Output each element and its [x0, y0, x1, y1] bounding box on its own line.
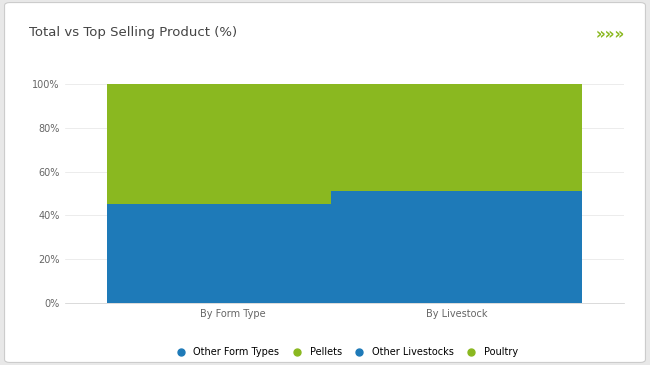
Bar — [330, 191, 582, 303]
Text: Total vs Top Selling Product (%): Total vs Top Selling Product (%) — [29, 26, 237, 39]
Bar — [330, 84, 582, 191]
Text: »»»: »»» — [596, 27, 625, 42]
Bar — [107, 204, 359, 303]
Legend: Other Form Types, Pellets, Other Livestocks, Poultry: Other Form Types, Pellets, Other Livesto… — [171, 347, 518, 357]
Bar — [107, 84, 359, 204]
